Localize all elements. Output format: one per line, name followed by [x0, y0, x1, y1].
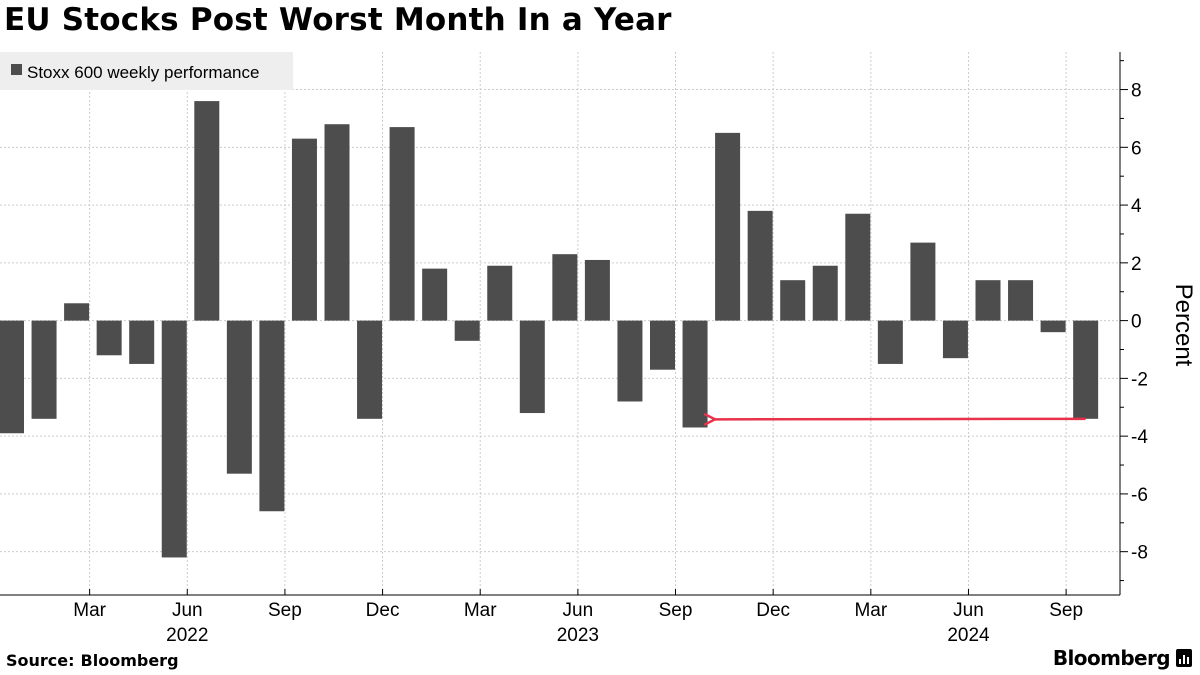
bar [617, 320, 643, 402]
bar [357, 320, 383, 419]
bar [1040, 320, 1066, 333]
y-tick-label: -2 [1131, 369, 1148, 390]
x-tick-label: Dec [366, 600, 400, 621]
bar [324, 124, 350, 321]
bar [650, 320, 675, 370]
bar [454, 320, 480, 341]
bar [389, 127, 415, 321]
y-tick-label: 6 [1131, 138, 1142, 159]
annotation-arrow [715, 419, 1086, 420]
bar [519, 320, 545, 414]
bar [942, 320, 968, 359]
bar [31, 320, 57, 419]
bar [259, 320, 285, 512]
legend: Stoxx 600 weekly performance [0, 52, 293, 90]
bar [226, 320, 252, 474]
bar [812, 265, 838, 321]
y-axis-label: Percent [1170, 284, 1197, 367]
bar [64, 303, 90, 321]
bar [552, 254, 578, 321]
bar [194, 101, 220, 321]
bar [584, 259, 610, 321]
x-tick-label: Jun [953, 600, 984, 621]
y-tick-label: -6 [1131, 485, 1148, 506]
bar [0, 320, 24, 434]
x-tick-label: Jun [172, 600, 203, 621]
bar [291, 138, 317, 321]
bar [910, 242, 936, 321]
y-tick-label: -8 [1131, 543, 1148, 564]
bloomberg-terminal-icon [1176, 649, 1192, 667]
x-tick-label: Mar [464, 600, 497, 621]
bar [1073, 320, 1099, 419]
bar [747, 210, 773, 321]
y-tick-label: 2 [1131, 254, 1142, 275]
y-tick-label: 0 [1131, 312, 1142, 333]
bar [780, 280, 806, 321]
bar [715, 132, 741, 321]
bar [845, 213, 871, 321]
x-year-label: 2022 [166, 625, 208, 646]
bar [487, 265, 513, 321]
bar [1008, 280, 1034, 321]
bar [161, 320, 187, 558]
y-tick-label: 8 [1131, 81, 1142, 102]
x-tick-label: Sep [268, 600, 302, 621]
brand-mark: Bloomberg [1053, 646, 1192, 670]
legend-swatch [11, 64, 22, 75]
y-tick-label: 4 [1131, 196, 1142, 217]
chart-title: EU Stocks Post Worst Month In a Year [4, 2, 672, 38]
brand-name: Bloomberg [1052, 646, 1171, 670]
bar [682, 320, 708, 428]
x-tick-label: Mar [73, 600, 106, 621]
bar [96, 320, 122, 356]
legend-label: Stoxx 600 weekly performance [27, 63, 259, 82]
x-tick-label: Dec [756, 600, 790, 621]
x-tick-label: Sep [1049, 600, 1083, 621]
bar [422, 268, 448, 321]
source-note: Source: Bloomberg [6, 651, 179, 670]
axes: 8 6 4 2 0 -2 -4 -6 -8 Mar Jun 2022 Sep Dec Mar Jun 2023 S… [0, 52, 1148, 646]
x-tick-label: Sep [659, 600, 693, 621]
y-tick-label: -4 [1131, 427, 1148, 448]
x-tick-label: Jun [563, 600, 594, 621]
bar [129, 320, 155, 364]
bar [975, 280, 1001, 321]
x-year-label: 2023 [557, 625, 599, 646]
x-year-label: 2024 [947, 625, 990, 646]
legend-background [0, 52, 293, 90]
x-tick-label: Mar [854, 600, 887, 621]
bar [877, 320, 903, 364]
source-label: Source: [6, 651, 75, 670]
annotations [715, 419, 1086, 420]
bars [0, 101, 1099, 558]
source-name: Bloomberg [80, 651, 179, 670]
